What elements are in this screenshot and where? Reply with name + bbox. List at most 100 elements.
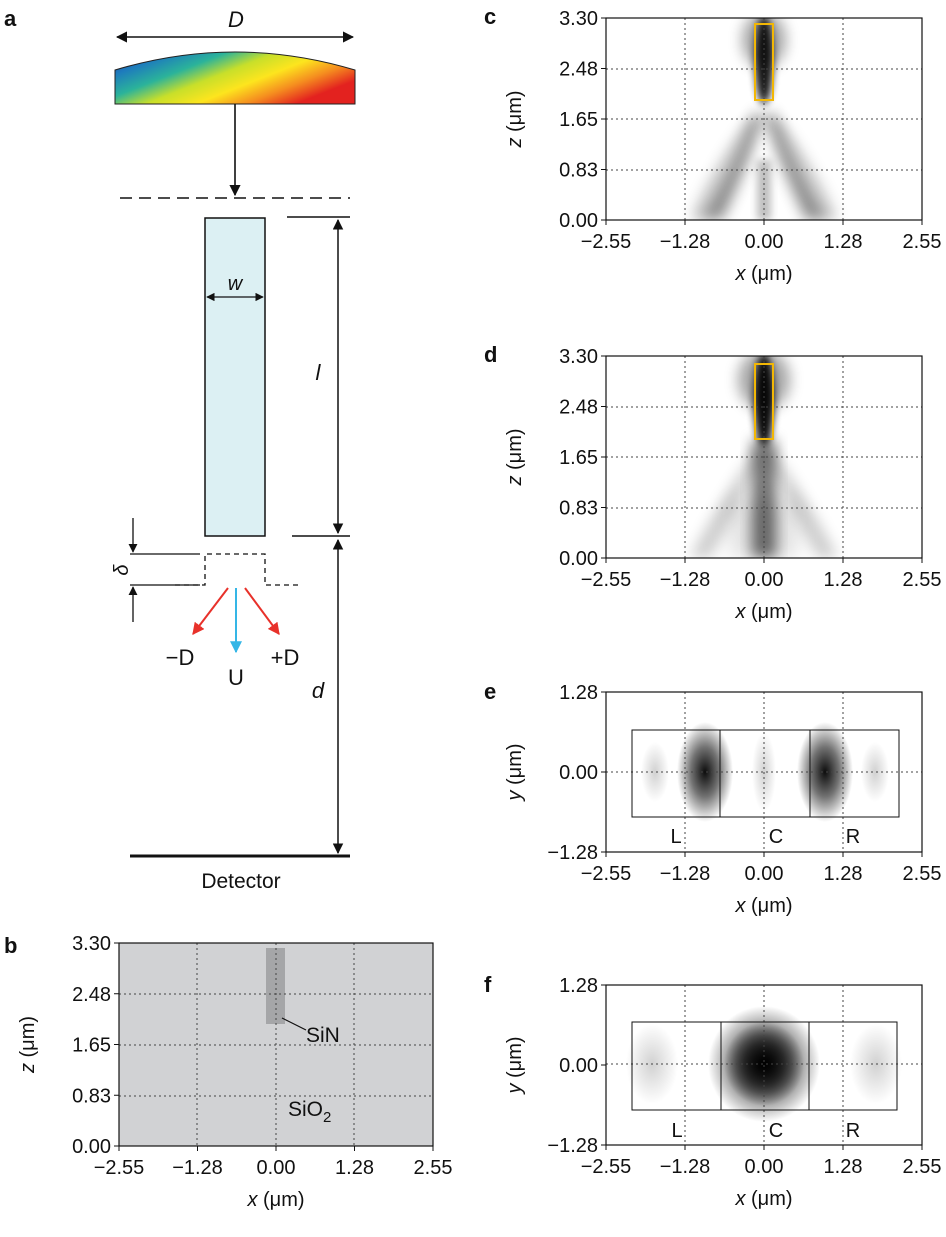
x-tick-label: 1.28: [824, 569, 863, 591]
region-label-c-e: C: [769, 826, 783, 848]
minus-d-arrow: [192, 587, 229, 635]
y-tick-label: 0.00: [559, 548, 598, 570]
waveguide-highlight-d: [754, 363, 774, 440]
x-tick-label: −1.28: [660, 863, 711, 885]
axes-layer: −2.55 −1.28 0.00 1.28 2.55x (μm)3.302.481.65…: [17, 8, 941, 1211]
y-tick-label: 3.30: [72, 933, 111, 955]
panel-b: b SiN SiO2: [4, 933, 434, 1147]
panel-b-grid: [119, 943, 433, 1146]
y-tick-label: 1.28: [559, 975, 598, 997]
panel-f-letter: f: [484, 972, 492, 997]
x-tick-label: 2.55: [903, 569, 942, 591]
panel-b-letter: b: [4, 933, 17, 958]
panel-d: d: [484, 342, 923, 559]
sin-label: SiN: [306, 1024, 340, 1047]
panel-e-grid: [606, 692, 922, 852]
panel-c-field: [690, 18, 838, 220]
x-tick-label: −2.55: [94, 1157, 145, 1179]
panel-c-letter: c: [484, 4, 496, 29]
x-tick-label: 2.55: [414, 1157, 453, 1179]
y-tick-label: 1.65: [72, 1035, 111, 1057]
panel-a-letter: a: [4, 6, 17, 31]
minus-d-label: −D: [166, 645, 195, 670]
x-tick-label: −2.55: [581, 231, 632, 253]
plus-d-arrow: [244, 587, 280, 635]
y-tick-label: 0.83: [72, 1085, 111, 1107]
width-label: w: [228, 273, 244, 295]
waveguide-highlight-c: [754, 23, 774, 101]
x-tick-label: 0.00: [745, 569, 784, 591]
x-axis-label-c: x (μm): [734, 263, 792, 285]
x-axis-label-e: x (μm): [734, 895, 792, 917]
x-tick-label: −2.55: [581, 863, 632, 885]
panel-f-grid: [606, 985, 922, 1145]
x-tick-label: 0.00: [745, 863, 784, 885]
lens-diameter-label: D: [228, 7, 244, 32]
y-axis-label-d: z (μm): [504, 428, 526, 486]
y-tick-label: 0.00: [559, 762, 598, 784]
y-tick-label: 3.30: [559, 346, 598, 368]
panel-e-letter: e: [484, 679, 496, 704]
x-axis-label-b: x (μm): [246, 1189, 304, 1211]
y-tick-label: 1.28: [559, 682, 598, 704]
x-tick-label: 1.28: [824, 1156, 863, 1178]
panel-f: f L C R: [484, 972, 923, 1146]
panel-e-field: [641, 722, 889, 822]
length-label: l: [316, 360, 322, 385]
sio2-label-main: SiO: [288, 1098, 323, 1121]
y-tick-label: 2.48: [559, 397, 598, 419]
y-tick-label: −1.28: [547, 842, 598, 864]
x-tick-label: 2.55: [903, 863, 942, 885]
x-tick-label: −1.28: [172, 1157, 223, 1179]
region-label-r-f: R: [846, 1120, 860, 1142]
y-tick-label: 0.00: [559, 1055, 598, 1077]
x-tick-label: 2.55: [903, 231, 942, 253]
panel-c: c: [484, 4, 923, 221]
region-box-e: [631, 729, 900, 818]
y-tick-label: 0.83: [559, 160, 598, 182]
x-axis-label-f: x (μm): [734, 1188, 792, 1210]
region-label-c-f: C: [769, 1120, 783, 1142]
x-tick-label: 0.00: [257, 1157, 296, 1179]
sio2-label-sub: 2: [323, 1109, 331, 1126]
x-tick-label: −1.28: [660, 569, 711, 591]
detector-label: Detector: [201, 870, 280, 893]
sin-leader: [281, 1017, 307, 1031]
y-axis-label-e: y (μm): [504, 743, 526, 802]
y-tick-label: 1.65: [559, 447, 598, 469]
sio2-label: SiO2: [288, 1098, 331, 1126]
panel-f-field: [626, 1006, 902, 1122]
y-tick-label: 2.48: [72, 984, 111, 1006]
x-tick-label: −2.55: [581, 1156, 632, 1178]
panel-e: e L C R: [484, 679, 923, 853]
x-tick-label: 1.28: [824, 231, 863, 253]
panel-d-grid: [606, 356, 922, 558]
x-tick-label: 1.28: [824, 863, 863, 885]
u-label: U: [228, 665, 244, 690]
waveguide: [204, 217, 266, 537]
panel-c-grid: [606, 18, 922, 220]
x-tick-label: 0.00: [745, 231, 784, 253]
panel-d-letter: d: [484, 342, 497, 367]
x-axis-label-d: x (μm): [734, 601, 792, 623]
region-box-f: [631, 1021, 898, 1111]
y-axis-label-c: z (μm): [504, 90, 526, 148]
distance-label: d: [312, 678, 325, 703]
x-tick-label: −1.28: [660, 231, 711, 253]
y-tick-label: 0.83: [559, 498, 598, 520]
panel-d-field: [690, 356, 838, 558]
offset-label: δ: [111, 564, 133, 576]
x-tick-label: 1.28: [335, 1157, 374, 1179]
x-tick-label: −1.28: [660, 1156, 711, 1178]
sin-core: [266, 948, 285, 1024]
y-axis-label-f: y (μm): [504, 1036, 526, 1095]
y-tick-label: 0.00: [559, 210, 598, 232]
x-tick-label: 0.00: [745, 1156, 784, 1178]
region-label-l-f: L: [671, 1120, 682, 1142]
y-axis-label-b: z (μm): [17, 1016, 39, 1074]
y-tick-label: −1.28: [547, 1135, 598, 1157]
region-label-r-e: R: [846, 826, 860, 848]
lens: [114, 51, 356, 105]
x-tick-label: −2.55: [581, 569, 632, 591]
